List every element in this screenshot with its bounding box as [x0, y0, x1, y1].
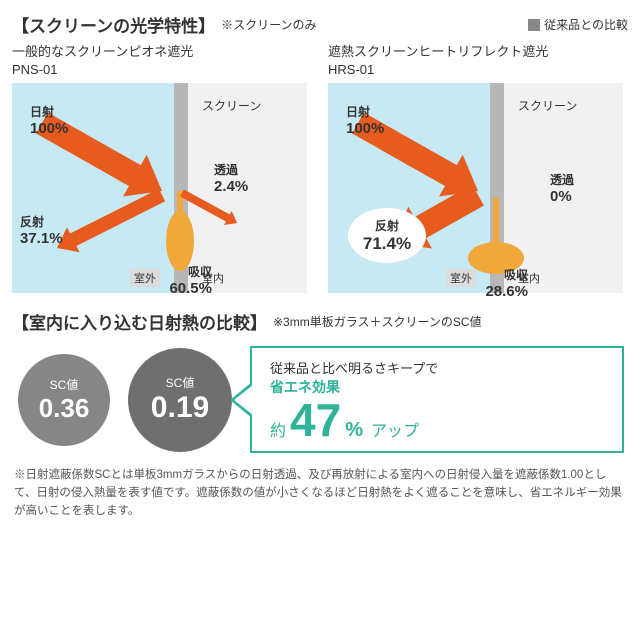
- callout-line1: 従来品と比べ明るさキープで: [270, 358, 608, 377]
- panel-right-caption-l2: HRS-01: [328, 62, 374, 77]
- diagram-panels: 一般的なスクリーンピオネ遮光 PNS-01 日射100%スクリーン透過2.4%反…: [0, 41, 640, 303]
- footnote: ※日射遮蔽係数SCとは単板3mmガラスからの日射透過、及び再放射による室内への日…: [0, 461, 640, 520]
- legend-square-icon: [528, 19, 540, 31]
- legend: 従来品との比較: [528, 16, 628, 33]
- section1-note: ※スクリーンのみ: [221, 16, 316, 33]
- callout-suffix: アップ: [371, 417, 419, 441]
- callout-unit: %: [345, 419, 363, 442]
- panel-left: 一般的なスクリーンピオネ遮光 PNS-01 日射100%スクリーン透過2.4%反…: [12, 41, 312, 293]
- panel-left-caption: 一般的なスクリーンピオネ遮光 PNS-01: [12, 43, 312, 79]
- section1-title: 【スクリーンの光学特性】: [12, 12, 215, 37]
- callout-box: 従来品と比べ明るさキープで 省エネ効果 約 47 % アップ: [250, 346, 624, 453]
- sc-circle-right: SC値 0.19: [128, 348, 232, 452]
- sc-row: SC値 0.36 SC値 0.19 従来品と比べ明るさキープで 省エネ効果 約 …: [0, 338, 640, 461]
- diagram-right: 日射100%スクリーン透過0%反射71.4%吸収28.6%室外室内: [328, 83, 623, 293]
- sc-value-right: 0.19: [151, 391, 209, 425]
- section2-title: 【室内に入り込む日射熱の比較】: [12, 309, 267, 334]
- panel-right: 遮熱スクリーンヒートリフレクト遮光 HRS-01 日射100%スクリーン透過0%…: [328, 41, 628, 293]
- callout-big: 約 47 % アップ: [270, 397, 608, 443]
- callout-number: 47: [290, 397, 341, 443]
- sc-label-left: SC値: [50, 376, 79, 393]
- panel-right-caption: 遮熱スクリーンヒートリフレクト遮光 HRS-01: [328, 43, 628, 79]
- sc-value-left: 0.36: [39, 393, 90, 424]
- legend-label: 従来品との比較: [544, 16, 628, 33]
- panel-left-caption-l2: PNS-01: [12, 62, 58, 77]
- callout-approx: 約: [270, 417, 286, 441]
- section2-header: 【室内に入り込む日射熱の比較】 ※3mm単板ガラス＋スクリーンのSC値: [0, 303, 640, 338]
- diagram-left: 日射100%スクリーン透過2.4%反射37.1%吸収60.5%室外室内: [12, 83, 307, 293]
- panel-left-caption-l1: 一般的なスクリーンピオネ遮光: [12, 44, 193, 59]
- panel-right-caption-l1: 遮熱スクリーンヒートリフレクト遮光: [328, 44, 548, 59]
- section2-note: ※3mm単板ガラス＋スクリーンのSC値: [273, 313, 482, 330]
- sc-circle-left: SC値 0.36: [18, 354, 110, 446]
- section1-header: 【スクリーンの光学特性】 ※スクリーンのみ 従来品との比較: [0, 0, 640, 41]
- sc-label-right: SC値: [166, 374, 195, 391]
